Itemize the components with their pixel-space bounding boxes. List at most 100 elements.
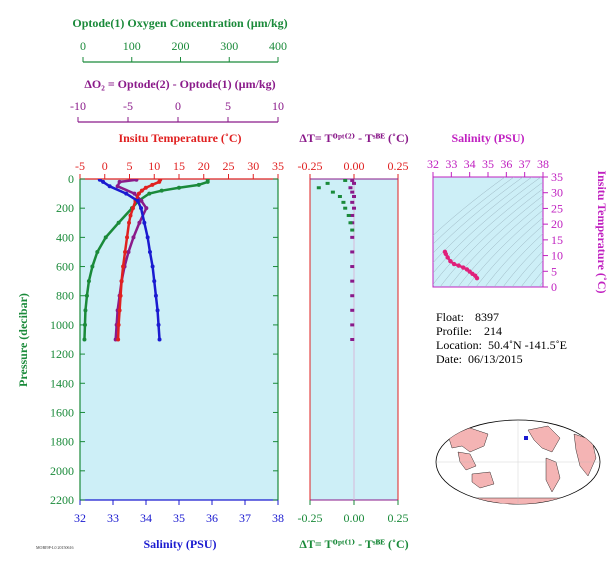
- date-value: 06/13/2015: [468, 352, 523, 366]
- delta-t-opt1-series: [316, 179, 355, 232]
- oxygen-series-point: [196, 182, 201, 187]
- delta-o2-series-point: [132, 191, 137, 196]
- ts-temperature-title: Insitu Temperature (˚C): [595, 170, 609, 293]
- ts-point: [443, 251, 449, 257]
- delta-t-opt1-series-point: [316, 186, 321, 190]
- tick-label: 5: [225, 99, 231, 113]
- salinity-series-point: [150, 264, 155, 269]
- ts-background: [432, 176, 544, 288]
- tick-label: 10: [148, 159, 160, 173]
- ts-salinity-title: Salinity (PSU): [451, 131, 524, 145]
- oxygen-series-point: [116, 220, 121, 225]
- temperature-series-point: [128, 213, 133, 218]
- temperature-series-point: [123, 249, 128, 254]
- delta-t-bottom-ticks: -0.25 0.00 0.25: [298, 500, 409, 525]
- delta-t-opt1-series-point: [330, 190, 335, 194]
- salinity-series-point: [142, 220, 147, 225]
- delta-t-opt1-series-point: [337, 195, 342, 199]
- tick-label: 37: [239, 511, 251, 525]
- temperature-series-point: [136, 191, 141, 196]
- delta-t-opt2-series-point: [350, 265, 355, 269]
- delta-t-opt2-series-point: [350, 235, 355, 239]
- temperature-series-point: [143, 185, 148, 190]
- tick-label: 100: [123, 39, 141, 53]
- tick-label: -0.25: [298, 159, 323, 173]
- tick-label: 2200: [50, 493, 74, 507]
- location-value: 50.4˚N -141.5˚E: [488, 338, 567, 352]
- salinity-series-point: [107, 184, 112, 189]
- ts-point: [456, 263, 461, 268]
- delta-o2-axis-ticks: -10 -5 0 5 10: [70, 99, 284, 123]
- tick-label: 30: [551, 186, 563, 200]
- tick-label: 37: [519, 157, 531, 171]
- tick-label: 20: [551, 217, 563, 231]
- oxygen-series-point: [90, 264, 95, 269]
- float-info: Float: 8397 Profile: 214 Location: 50.4˚N -…: [436, 310, 567, 366]
- tick-label: 0: [551, 280, 557, 294]
- tick-label: -5: [123, 99, 133, 113]
- oxygen-series-point: [205, 179, 210, 184]
- density-isoline: [466, 209, 543, 287]
- ts-point: [461, 265, 466, 270]
- temperature-series-point: [116, 322, 121, 327]
- delta-t-opt2-series: [348, 179, 356, 341]
- salinity-series-point: [97, 179, 102, 182]
- oxygen-series-point: [82, 322, 87, 327]
- float-location-marker: [524, 436, 528, 440]
- temperature-series-point: [125, 235, 130, 240]
- tick-label: 0.25: [388, 511, 409, 525]
- pressure-axis-title: Pressure (decibar): [16, 293, 30, 387]
- tick-label: -10: [70, 99, 86, 113]
- density-isoline: [502, 241, 543, 287]
- svg-text:Date:06/13/2015: Date: 06/13/2015: [436, 352, 523, 366]
- delta-t-opt2-series-point: [350, 213, 355, 217]
- tick-label: 5: [127, 159, 133, 173]
- delta-o2-series-point: [134, 179, 139, 182]
- delta-o2-series-point: [115, 184, 120, 189]
- tick-label: -0.25: [298, 511, 323, 525]
- oxygen-series-point: [82, 337, 87, 342]
- tick-label: 36: [500, 157, 512, 171]
- ts-point: [445, 255, 450, 260]
- temperature-series-point: [127, 220, 132, 225]
- footer-code: MOBI9P-L0 20150616: [36, 545, 73, 550]
- temperature-axis-ticks: -5 0 5 10 15 20 25 30 35: [75, 159, 284, 179]
- tick-label: 35: [272, 159, 284, 173]
- date-label: Date:: [436, 352, 462, 366]
- tick-label: 33: [107, 511, 119, 525]
- oxygen-axis-title: Optode(1) Oxygen Concentration (µm/kg): [72, 16, 287, 30]
- salinity-series-point: [124, 191, 129, 196]
- delta-t-opt2-series-point: [350, 179, 355, 182]
- pressure-axis-ticks: 0 200 400 600 800 1000 1200 1400 1600 1800 2000 220…: [50, 172, 278, 507]
- tick-label: 38: [272, 511, 284, 525]
- delta-t-opt1-series-point: [341, 200, 346, 204]
- main-profile-panel: 0 200 400 600 800 1000 1200 1400 1600 1800 2000 220…: [16, 172, 284, 551]
- ts-points: [442, 249, 480, 281]
- oxygen-series-point: [177, 185, 181, 190]
- tick-label: 35: [551, 170, 563, 184]
- oxygen-series: [82, 179, 210, 342]
- oxygen-axis-ticks: 0 100 200 300 400: [80, 39, 287, 63]
- delta-t-opt2-series-point: [350, 294, 355, 298]
- temperature-series: [116, 179, 163, 342]
- tick-label: 0.00: [344, 159, 365, 173]
- temperature-axis-title: Insitu Temperature (˚C): [118, 131, 241, 145]
- salinity-series-point: [101, 179, 106, 184]
- tick-label: 0: [175, 99, 181, 113]
- temperature-series-point: [121, 264, 126, 269]
- oxygen-series-point: [84, 293, 89, 298]
- delta-t-opt2-series-point: [350, 190, 355, 194]
- delta-t-opt1-series-point: [346, 213, 351, 217]
- delta-t-opt2-series-point: [350, 308, 355, 312]
- tick-label: 2000: [50, 464, 74, 478]
- delta-t-opt1-series-point: [348, 221, 353, 225]
- tick-label: 0.25: [388, 159, 409, 173]
- tick-label: 1200: [50, 347, 74, 361]
- tick-label: 1600: [50, 405, 74, 419]
- salinity-series: [97, 179, 162, 342]
- delta-t-series: [316, 179, 356, 341]
- tick-label: 1000: [50, 318, 74, 332]
- oxygen-series-point: [86, 279, 91, 284]
